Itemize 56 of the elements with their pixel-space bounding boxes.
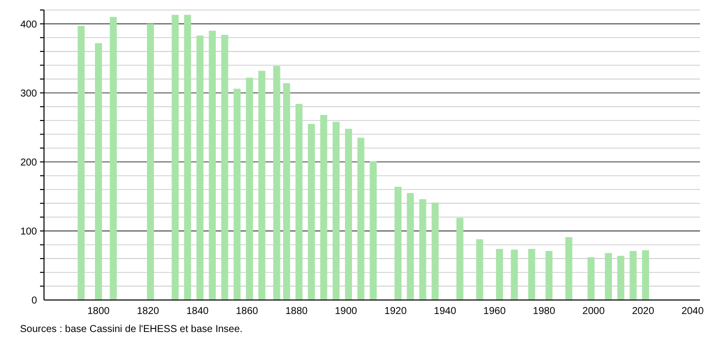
x-tick-label: 1840	[186, 306, 210, 317]
x-tick-label: 1860	[236, 306, 259, 317]
bar	[258, 70, 266, 300]
bar	[344, 128, 352, 300]
y-tick-label: 100	[20, 226, 38, 238]
bar	[528, 248, 536, 300]
x-tick-label: 1980	[532, 306, 556, 317]
bar	[246, 78, 253, 300]
x-tick-label: 1920	[384, 306, 408, 317]
bar	[184, 14, 192, 300]
x-tick-label: 1900	[334, 306, 358, 317]
bar	[320, 114, 328, 300]
bar	[196, 36, 204, 300]
bar	[604, 253, 612, 300]
bar	[78, 26, 85, 300]
bar	[273, 66, 280, 300]
bar	[432, 202, 439, 300]
bar	[308, 124, 315, 300]
source-note: Sources : base Cassini de l'EHESS et base Insee.	[20, 324, 243, 335]
x-tick-label: 1880	[285, 306, 308, 317]
y-tick-label: 300	[20, 88, 38, 100]
bar	[283, 83, 290, 300]
bar	[496, 248, 503, 300]
bar	[295, 104, 302, 300]
y-tick-label: 0	[31, 296, 38, 306]
x-tick-label: 2020	[632, 306, 655, 317]
bar	[510, 250, 518, 300]
x-tick-label: 1820	[136, 306, 160, 317]
bar	[394, 186, 402, 300]
x-tick-label: 1800	[87, 306, 110, 317]
bar	[146, 24, 154, 300]
bar	[172, 14, 179, 300]
bar	[406, 192, 414, 300]
bar	[419, 199, 426, 300]
y-tick-label: 400	[20, 19, 38, 30]
y-tick-label: 200	[20, 157, 38, 168]
bar	[630, 250, 637, 300]
bar	[642, 250, 650, 300]
bar	[588, 257, 595, 300]
bar	[208, 30, 216, 300]
bar	[456, 218, 464, 300]
bar	[565, 237, 572, 300]
bar	[357, 138, 364, 300]
bar	[234, 88, 241, 300]
bar	[94, 43, 102, 300]
bar	[476, 239, 484, 300]
bar	[221, 34, 228, 300]
x-tick-label: 2000	[582, 306, 606, 317]
x-tick-label: 1960	[483, 306, 506, 317]
bar	[332, 122, 340, 300]
x-tick-label: 1940	[434, 306, 457, 317]
bar	[617, 256, 624, 300]
bar	[110, 16, 117, 300]
bar	[370, 161, 377, 300]
x-tick-label: 2040	[681, 306, 704, 317]
bar	[545, 250, 552, 300]
